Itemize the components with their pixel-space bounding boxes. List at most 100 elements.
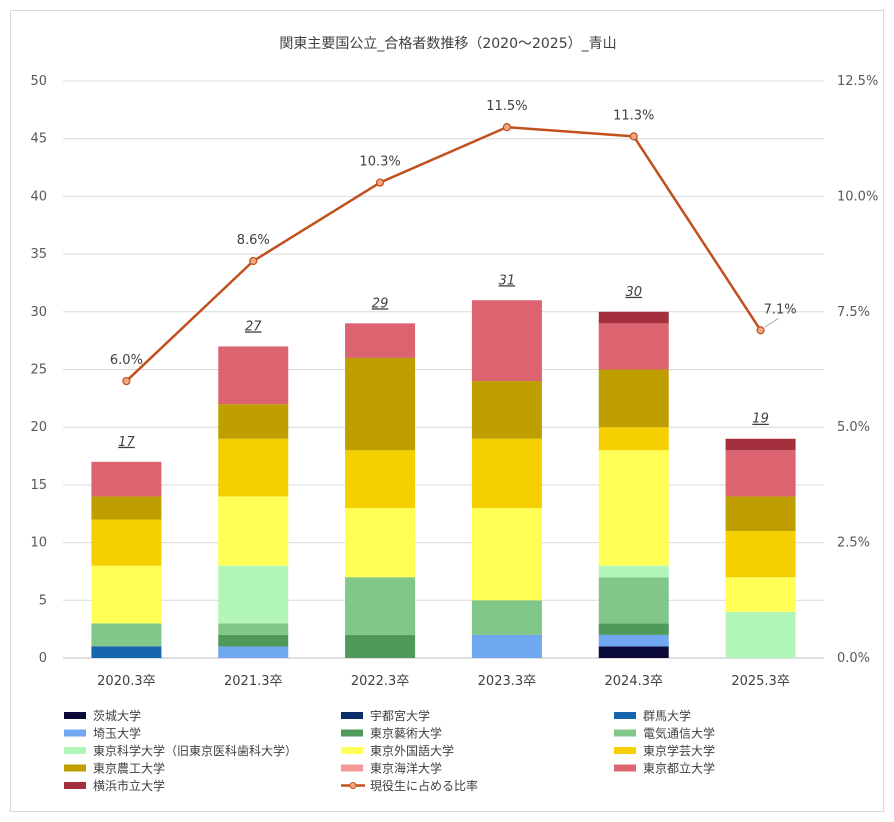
ratio-point — [629, 132, 638, 141]
bar-segment — [598, 565, 669, 578]
legend-item: 群馬大学 — [614, 708, 691, 723]
legend-swatch — [614, 712, 636, 719]
legend-item: 東京藝術大学 — [341, 726, 442, 741]
bar-segment — [218, 496, 289, 566]
ratio-label: 10.3% — [359, 155, 400, 170]
legend-item: 現役生に占める比率 — [341, 778, 478, 793]
legend-item: 宇都宮大学 — [341, 708, 430, 723]
ratio-point — [122, 376, 131, 386]
left-tick-label: 10 — [30, 536, 47, 551]
bar-segment — [345, 323, 416, 358]
ratio-point — [756, 326, 765, 335]
bar-segment — [218, 646, 289, 658]
category-label: 2025.3卒 — [731, 674, 790, 689]
right-tick-label: 0.0% — [837, 651, 870, 666]
legend-label: 東京都立大学 — [643, 761, 715, 776]
legend-label: 東京海洋大学 — [370, 761, 442, 776]
bar-segment — [471, 634, 542, 658]
total-label: 27 — [245, 319, 262, 334]
legend-label: 茨城大学 — [93, 708, 141, 723]
ratio-label-leader — [764, 317, 779, 328]
left-tick-label: 5 — [39, 593, 47, 608]
bar-segment — [598, 577, 669, 624]
bar-segment — [91, 519, 162, 566]
bar-segment — [725, 611, 796, 658]
total-label: 31 — [499, 273, 516, 288]
bar-segment — [598, 623, 669, 635]
bar-segment — [218, 404, 289, 439]
legend-item: 東京科学大学（旧東京医科歯科大学） — [64, 743, 297, 758]
legend-item: 東京外国語大学 — [341, 743, 454, 758]
right-tick-label: 7.5% — [837, 305, 870, 320]
legend-swatch — [341, 764, 363, 772]
bar-segment — [345, 450, 416, 508]
legend-label: 群馬大学 — [643, 708, 691, 723]
bar-segment — [345, 357, 416, 451]
legend-label: 横浜市立大学 — [93, 778, 165, 793]
legend-swatch — [64, 729, 86, 737]
category-label: 2023.3卒 — [478, 674, 537, 689]
left-tick-label: 35 — [30, 247, 47, 262]
legend-swatch — [341, 712, 363, 719]
right-tick-label: 10.0% — [837, 189, 878, 204]
legend-item: 東京都立大学 — [614, 761, 715, 776]
legend-swatch — [341, 747, 363, 754]
total-label: 19 — [752, 412, 769, 427]
legend-item: 電気通信大学 — [614, 726, 715, 741]
left-tick-label: 45 — [30, 132, 47, 147]
bar-segment — [725, 577, 796, 612]
legend-item: 茨城大学 — [64, 708, 141, 723]
legend-line-marker — [349, 782, 357, 789]
bar-segment — [598, 323, 669, 370]
bar-segment — [218, 565, 289, 624]
bar-segment — [218, 634, 289, 647]
legend-swatch — [64, 747, 86, 754]
bar-segment — [345, 634, 416, 658]
bar-segment — [218, 346, 289, 405]
ratio-point — [502, 123, 512, 132]
ratio-line: 6.0% 8.6% 10.3% 11.5% 11.3% 7.1% — [110, 99, 797, 386]
legend-item: 東京海洋大学 — [341, 761, 442, 776]
bar-segment — [345, 507, 416, 578]
legend-label: 現役生に占める比率 — [370, 778, 478, 793]
total-label: 29 — [372, 296, 389, 311]
ratio-point — [249, 256, 258, 266]
total-label: 30 — [625, 285, 642, 300]
chart-frame: 関東主要国公立_合格者数推移（2020～2025）_青山 0 5 10 15 20 25 3… — [10, 10, 884, 812]
bar-segment — [345, 577, 416, 635]
bar-segment — [91, 623, 162, 647]
bar-segment — [471, 381, 542, 439]
legend-item: 埼玉大学 — [64, 726, 141, 741]
category-labels: 2020.3卒 2021.3卒 2022.3卒 2023.3卒 2024.3卒 2025.… — [97, 674, 790, 689]
right-tick-label: 5.0% — [837, 420, 870, 435]
left-tick-label: 15 — [30, 478, 47, 493]
chart-title: 関東主要国公立_合格者数推移（2020～2025）_青山 — [279, 36, 616, 52]
right-tick-label: 2.5% — [837, 536, 870, 551]
legend-swatch — [614, 764, 636, 772]
legend-label: 東京科学大学（旧東京医科歯科大学） — [93, 743, 297, 758]
ratio-label: 11.5% — [486, 99, 527, 114]
bar-segment — [598, 450, 669, 566]
left-tick-label: 30 — [30, 305, 47, 320]
bar-segment — [598, 634, 669, 647]
legend-label: 宇都宮大学 — [370, 708, 430, 723]
left-axis-ticks: 0 5 10 15 20 25 30 35 40 45 50 — [30, 74, 47, 666]
legend-swatch — [64, 712, 86, 719]
legend-swatch — [64, 764, 86, 772]
bar-segment — [91, 461, 162, 497]
legend-item: 東京学芸大学 — [614, 743, 715, 758]
ratio-line-path — [125, 125, 762, 382]
left-tick-label: 25 — [30, 363, 47, 378]
bar-segment — [91, 496, 162, 520]
right-axis-ticks: 0.0% 2.5% 5.0% 7.5% 10.0% 12.5% — [837, 74, 878, 666]
legend-label: 東京農工大学 — [93, 761, 165, 776]
bar-segment — [725, 438, 796, 451]
bar-segment — [471, 600, 542, 635]
bar-segment — [471, 438, 542, 508]
left-tick-label: 20 — [30, 420, 47, 435]
category-label: 2022.3卒 — [351, 674, 410, 689]
legend-swatch — [341, 729, 363, 737]
ratio-point — [375, 178, 385, 187]
bar-stacks — [91, 300, 796, 658]
